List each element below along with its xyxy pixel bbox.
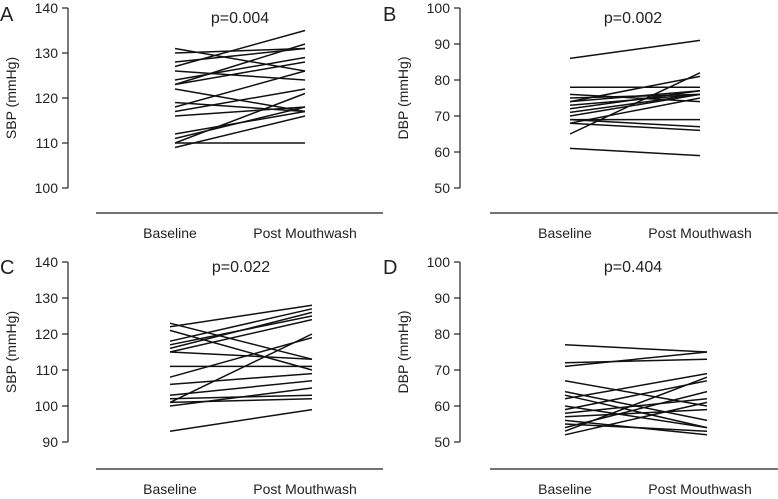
subject-line bbox=[564, 372, 708, 400]
y-tick-label: 90 bbox=[42, 434, 58, 450]
subject-line bbox=[169, 311, 313, 350]
subject-line bbox=[174, 56, 306, 81]
category-label: Baseline bbox=[143, 225, 197, 241]
subject-line bbox=[564, 394, 708, 429]
y-tick-label: 120 bbox=[35, 326, 59, 342]
subject-line bbox=[169, 322, 313, 360]
y-tick-label: 80 bbox=[434, 72, 450, 88]
y-axis-label: DBP (mmHg) bbox=[395, 57, 411, 140]
subject-line bbox=[174, 43, 306, 86]
subject-line bbox=[174, 29, 306, 68]
subject-line bbox=[174, 70, 306, 108]
subject-line bbox=[569, 72, 701, 135]
subject-line bbox=[569, 90, 701, 110]
category-label: Baseline bbox=[538, 481, 592, 497]
category-label: Post Mouthwash bbox=[253, 481, 357, 497]
y-tick-label: 110 bbox=[36, 135, 59, 151]
subject-line bbox=[564, 408, 708, 418]
subject-line bbox=[174, 61, 306, 86]
y-axis-label: SBP (mmHg) bbox=[3, 57, 19, 139]
panel-letter: A bbox=[0, 4, 14, 26]
y-tick-label: 70 bbox=[434, 362, 450, 378]
y-tick-label: 60 bbox=[434, 398, 450, 414]
y-tick-label: 140 bbox=[35, 0, 59, 16]
subject-line bbox=[174, 47, 306, 54]
subject-line bbox=[174, 115, 306, 149]
subject-line bbox=[169, 372, 313, 386]
panel-letter: C bbox=[0, 257, 14, 279]
subject-line bbox=[169, 318, 313, 353]
p-value-label: p=0.022 bbox=[212, 259, 270, 276]
subject-line bbox=[169, 304, 313, 328]
y-tick-label: 90 bbox=[434, 36, 450, 52]
subject-line bbox=[174, 106, 306, 117]
y-tick-label: 100 bbox=[35, 180, 59, 196]
y-tick-label: 90 bbox=[434, 290, 450, 306]
subject-line bbox=[174, 70, 306, 81]
y-tick-label: 80 bbox=[434, 326, 450, 342]
y-tick-label: 130 bbox=[35, 290, 59, 306]
subject-line bbox=[169, 329, 313, 371]
category-label: Post Mouthwash bbox=[648, 225, 752, 241]
subject-line bbox=[169, 387, 313, 407]
y-tick-label: 50 bbox=[434, 434, 450, 450]
y-tick-label: 140 bbox=[35, 254, 59, 270]
y-tick-label: 100 bbox=[35, 398, 59, 414]
subject-line bbox=[174, 106, 306, 140]
p-value-label: p=0.004 bbox=[211, 10, 269, 27]
subject-line bbox=[569, 39, 701, 60]
y-tick-label: 130 bbox=[35, 45, 59, 61]
subject-line bbox=[174, 101, 306, 113]
y-tick-label: 110 bbox=[36, 362, 59, 378]
category-label: Post Mouthwash bbox=[648, 481, 752, 497]
subject-line bbox=[169, 333, 313, 404]
subject-line bbox=[564, 423, 708, 432]
category-label: Baseline bbox=[538, 225, 592, 241]
y-axis-label: SBP (mmHg) bbox=[3, 311, 19, 393]
subject-line bbox=[174, 88, 306, 113]
subject-line bbox=[564, 405, 708, 429]
subject-line bbox=[564, 401, 708, 436]
y-axis-label: DBP (mmHg) bbox=[395, 311, 411, 394]
subject-line bbox=[564, 358, 708, 364]
subject-line bbox=[564, 344, 708, 353]
y-tick-label: 100 bbox=[427, 254, 451, 270]
category-label: Post Mouthwash bbox=[253, 225, 357, 241]
subject-line bbox=[569, 118, 701, 128]
y-tick-label: 60 bbox=[434, 144, 450, 160]
y-tick-label: 70 bbox=[434, 108, 450, 124]
p-value-label: p=0.002 bbox=[604, 10, 662, 27]
subject-line bbox=[169, 336, 313, 378]
subject-line bbox=[564, 351, 708, 368]
subject-line bbox=[169, 308, 313, 342]
y-tick-label: 50 bbox=[434, 180, 450, 196]
subject-line bbox=[569, 147, 701, 157]
subject-line bbox=[169, 351, 313, 360]
subject-line bbox=[169, 380, 313, 396]
y-tick-label: 100 bbox=[427, 0, 451, 16]
subject-line bbox=[174, 92, 306, 144]
subject-line bbox=[169, 398, 313, 404]
subject-line bbox=[169, 408, 313, 432]
p-value-label: p=0.404 bbox=[604, 259, 662, 276]
subject-line bbox=[564, 398, 708, 414]
y-tick-label: 120 bbox=[35, 90, 59, 106]
panel-letter: B bbox=[383, 4, 396, 26]
subject-line bbox=[564, 376, 708, 432]
subject-line bbox=[569, 93, 701, 117]
subject-line bbox=[569, 93, 701, 103]
panel-letter: D bbox=[383, 257, 397, 279]
subject-line bbox=[569, 97, 701, 124]
subject-line bbox=[569, 75, 701, 103]
category-label: Baseline bbox=[143, 481, 197, 497]
subject-line bbox=[569, 90, 701, 103]
